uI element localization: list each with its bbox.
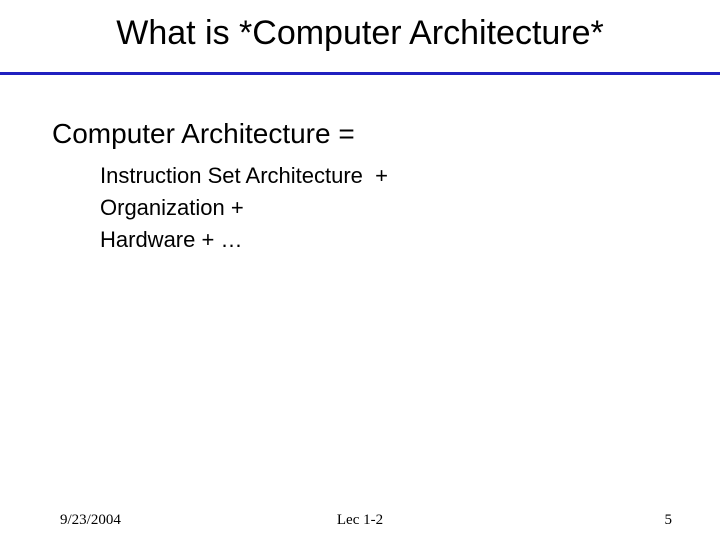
content-heading: Computer Architecture =	[52, 118, 355, 150]
bullet-list: Instruction Set Architecture + Organizat…	[100, 160, 388, 256]
title-underline	[0, 72, 720, 75]
footer-center: Lec 1-2	[0, 512, 720, 529]
bullet-item: Organization +	[100, 192, 388, 224]
bullet-item: Hardware + …	[100, 224, 388, 256]
footer-page-number: 5	[665, 512, 673, 529]
bullet-item: Instruction Set Architecture +	[100, 160, 388, 192]
slide-title: What is *Computer Architecture*	[0, 14, 720, 53]
